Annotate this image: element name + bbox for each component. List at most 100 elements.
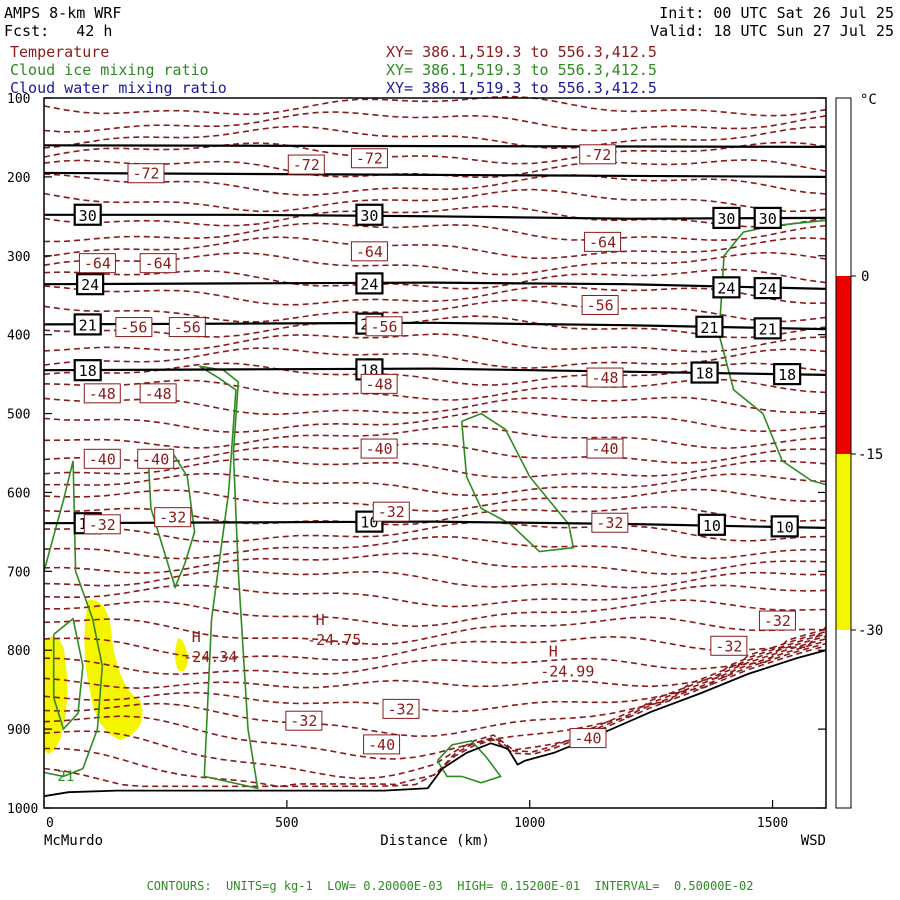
plot-frame	[43, 97, 827, 809]
temperature-label-box	[758, 610, 796, 631]
temperature-label: -48	[89, 385, 116, 403]
black-contour-label: 21	[79, 316, 97, 334]
temperature-contour	[43, 616, 827, 646]
x-tick-label: 0	[46, 816, 54, 831]
temperature-contour	[43, 205, 827, 228]
colorbar-band	[836, 276, 851, 454]
temperature-label-box	[382, 698, 420, 719]
upper-contour-line	[43, 171, 827, 178]
black-contour-label: 24	[717, 279, 735, 297]
y-tick-label: 800	[7, 644, 30, 659]
temperature-label: -72	[356, 150, 383, 168]
axes: 100 200 300 400 500 600 700 800 900 1000 0 500 1000 1…	[7, 92, 827, 849]
y-tick-label: 500	[7, 408, 30, 423]
black-contour-label: 18	[696, 365, 714, 383]
terrain-line	[43, 649, 827, 798]
field-ice-name: Cloud ice mixing ratio	[10, 61, 209, 79]
black-contour-label: 30	[360, 207, 378, 225]
black-contour-label: 10	[776, 518, 794, 536]
temperature-label-box	[365, 316, 403, 337]
ice-contours	[43, 219, 827, 790]
black-contour-label-box	[712, 276, 741, 299]
temperature-label-box	[350, 148, 388, 169]
temperature-label: -72	[584, 146, 611, 164]
temperature-contour	[43, 536, 827, 560]
temperature-contour	[43, 141, 827, 165]
temperature-contours	[43, 95, 827, 788]
temperature-label-box	[591, 512, 629, 533]
black-contour-label: 10	[703, 517, 721, 535]
temperature-contour	[43, 640, 827, 780]
black-contour-label-box	[73, 203, 102, 226]
ice-contour	[198, 365, 259, 790]
temperature-contour	[43, 188, 827, 213]
extremum-value: -24.99	[540, 662, 594, 680]
temperature-contour	[43, 222, 827, 243]
y-tick-label: 100	[7, 92, 30, 107]
temperature-contour	[43, 488, 827, 512]
temperature-contour	[43, 584, 827, 608]
temperature-label: -40	[591, 440, 618, 458]
black-contour-label-box	[355, 272, 384, 295]
x-tick-label: 500	[275, 816, 298, 831]
valid-time: Valid: 18 UTC Sun 27 Jul 25	[650, 22, 894, 40]
extremum-value: -24.75	[307, 631, 361, 649]
temperature-contour	[43, 645, 827, 788]
terrain	[43, 649, 827, 798]
temperature-contour	[44, 599, 827, 628]
ice-contour	[718, 219, 827, 486]
temperature-label-box	[586, 367, 624, 388]
temperature-label: -32	[596, 514, 623, 532]
x-axis-label: Distance (km)	[380, 833, 490, 849]
black-contour-30	[44, 213, 827, 220]
black-contour-label-box	[712, 206, 741, 230]
black-contour-label: 18	[79, 362, 97, 380]
colorbar-tick-label: -30	[858, 623, 883, 639]
temperature-label: -56	[587, 296, 614, 314]
contour-footer: CONTOURS: UNITS=g kg-1 LOW= 0.20000E-03 …	[146, 879, 754, 893]
temperature-label-box	[83, 448, 121, 469]
temperature-contour	[43, 299, 827, 323]
temperature-label: -48	[145, 385, 172, 403]
temperature-label-box	[115, 317, 153, 338]
temperature-label-box	[139, 383, 177, 404]
temperature-label-box	[78, 253, 116, 274]
black-contour-label-box	[770, 515, 799, 538]
temperature-label: -72	[132, 165, 159, 183]
extremum-value: -24.34	[183, 648, 237, 666]
temperature-contour	[44, 521, 827, 543]
field-temperature-name: Temperature	[10, 43, 110, 61]
temperature-label-box	[287, 154, 325, 175]
temperature-label-box	[360, 373, 398, 394]
temperature-label: -40	[142, 450, 169, 468]
black-contour-label-box	[753, 317, 782, 340]
black-contour-label-box	[753, 206, 782, 230]
temperature-label-box	[168, 317, 206, 338]
black-contour-label-box	[73, 359, 102, 382]
ice-contour	[460, 412, 575, 553]
temperature-contour	[43, 285, 827, 306]
colorbar: 0 -15 -30 °C	[835, 92, 883, 809]
temperature-label: -64	[145, 255, 172, 273]
black-contour-label-box	[355, 203, 384, 226]
temperature-contour	[43, 628, 827, 676]
y-tick-label: 300	[7, 250, 30, 265]
x-tick-label: 1500	[757, 816, 788, 831]
temperature-contour	[43, 626, 827, 661]
colorbar-band	[836, 454, 851, 630]
y-tick-label: 1000	[7, 802, 38, 817]
temperature-contour	[43, 642, 827, 788]
temperature-label-box	[127, 163, 165, 184]
temperature-contour	[43, 425, 827, 450]
temperature-label: -40	[368, 736, 395, 754]
black-contour-label: 21	[700, 319, 718, 337]
y-tick-label: 600	[7, 486, 30, 501]
cloud-water-blob	[44, 636, 68, 754]
upper-contour-line	[43, 144, 827, 149]
y-tick-label: 700	[7, 565, 30, 580]
colorbar-unit: °C	[860, 92, 877, 108]
black-contour-label-box	[73, 313, 102, 336]
init-time: Init: 00 UTC Sat 26 Jul 25	[659, 4, 894, 22]
temperature-label: -56	[174, 319, 201, 337]
